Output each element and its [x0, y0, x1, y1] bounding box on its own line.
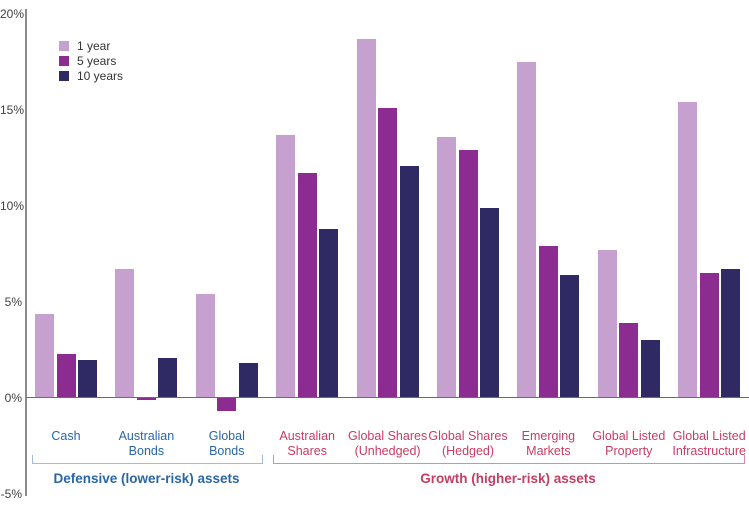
y-tick-label: 5% — [4, 295, 22, 309]
y-axis-line — [25, 9, 27, 496]
category-label: Global Listed Infrastructure — [672, 429, 746, 458]
legend: 1 year 5 years 10 years — [59, 38, 123, 83]
bar — [597, 250, 617, 398]
bar — [356, 38, 376, 398]
legend-label: 10 years — [77, 68, 124, 83]
bar — [721, 269, 741, 398]
bar — [319, 229, 339, 398]
bar — [458, 150, 478, 398]
bar — [517, 62, 537, 398]
bar — [619, 323, 639, 398]
bar — [238, 363, 258, 398]
defensive-group-title: Defensive (lower-risk) assets — [53, 471, 240, 486]
legend-swatch-icon — [59, 40, 69, 51]
category-label: Emerging Markets — [521, 429, 576, 458]
category-label: Australian Bonds — [118, 429, 175, 458]
bar — [640, 340, 660, 398]
bar — [56, 353, 76, 398]
category-label: Global Shares (Unhedged) — [347, 429, 428, 458]
bar — [699, 273, 719, 398]
legend-item: 5 years — [59, 53, 123, 68]
growth-group-bracket — [273, 455, 746, 464]
legend-swatch-icon — [59, 70, 69, 81]
category-label: Global Bonds — [208, 429, 245, 458]
y-tick-label: 15% — [0, 103, 25, 117]
category-label: Global Shares (Hedged) — [428, 429, 508, 458]
category-label: Australian Shares — [279, 429, 335, 458]
bar — [378, 108, 398, 398]
category-label: Global Listed Property — [592, 429, 666, 458]
legend-swatch-icon — [59, 55, 69, 66]
bar — [195, 294, 215, 398]
bar — [678, 102, 698, 398]
zero-baseline — [26, 397, 749, 398]
bar — [78, 359, 97, 398]
bar — [136, 398, 156, 400]
bar — [480, 207, 499, 398]
legend-item: 10 years — [59, 68, 123, 83]
bar — [217, 398, 237, 412]
bar — [115, 269, 135, 398]
bar — [297, 173, 317, 398]
category-label: Cash — [51, 429, 81, 443]
bar — [35, 313, 54, 398]
legend-item: 1 year — [59, 38, 123, 53]
legend-label: 1 year — [77, 38, 111, 53]
bar — [560, 275, 580, 398]
growth-group-title: Growth (higher-risk) assets — [420, 471, 596, 486]
bar — [437, 136, 456, 398]
bar — [399, 165, 419, 398]
legend-label: 5 years — [77, 53, 117, 68]
bar — [276, 134, 296, 398]
y-tick-label: 10% — [0, 199, 25, 213]
y-tick-label: -5% — [0, 487, 22, 501]
bar — [158, 357, 178, 398]
bar — [538, 246, 558, 398]
y-tick-label: 0% — [4, 391, 22, 405]
y-tick-label: 20% — [0, 7, 25, 21]
defensive-group-bracket — [32, 455, 263, 464]
